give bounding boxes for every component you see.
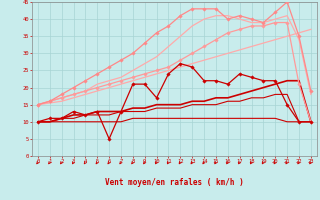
X-axis label: Vent moyen/en rafales ( km/h ): Vent moyen/en rafales ( km/h ) <box>105 178 244 187</box>
